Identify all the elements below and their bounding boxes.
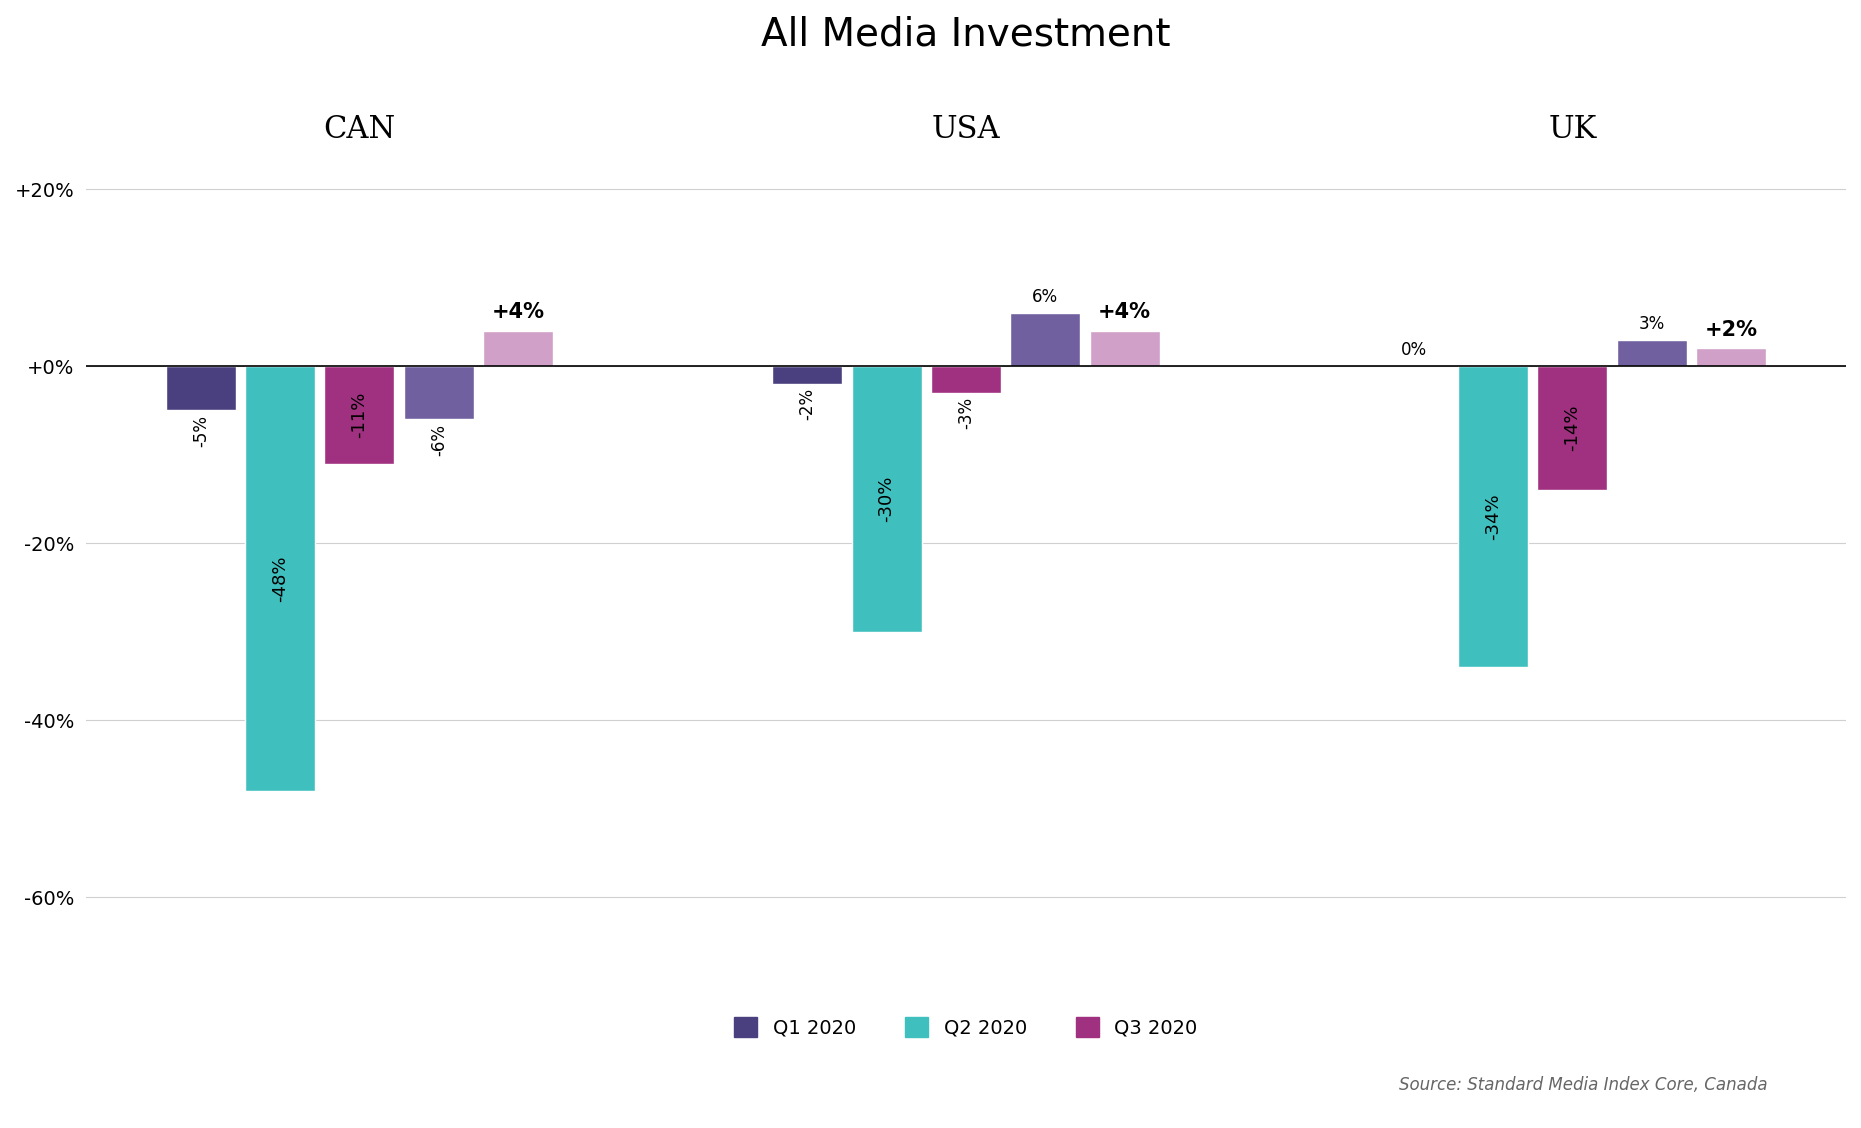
Text: UK: UK xyxy=(1548,114,1597,144)
Legend: Q1 2020, Q2 2020, Q3 2020: Q1 2020, Q2 2020, Q3 2020 xyxy=(726,1010,1206,1046)
Bar xyxy=(852,367,921,632)
Text: USA: USA xyxy=(932,114,999,144)
Bar xyxy=(1089,331,1159,367)
Text: -3%: -3% xyxy=(957,397,975,430)
Bar xyxy=(1459,367,1528,667)
Bar xyxy=(930,367,1001,393)
Bar xyxy=(166,367,236,411)
Text: -2%: -2% xyxy=(798,388,817,421)
Bar xyxy=(324,367,395,464)
Bar xyxy=(484,331,553,367)
Text: +4%: +4% xyxy=(491,302,545,321)
Text: -14%: -14% xyxy=(1563,405,1582,451)
Bar xyxy=(1617,340,1686,367)
Text: 0%: 0% xyxy=(1401,341,1427,359)
Bar xyxy=(1537,367,1608,490)
Title: All Media Investment: All Media Investment xyxy=(761,15,1171,53)
Bar xyxy=(1695,349,1766,367)
Text: -48%: -48% xyxy=(272,555,288,602)
Bar xyxy=(246,367,315,791)
Bar xyxy=(1011,314,1079,367)
Text: 6%: 6% xyxy=(1033,288,1059,306)
Text: -6%: -6% xyxy=(430,424,449,456)
Text: -30%: -30% xyxy=(878,476,895,522)
Text: +2%: +2% xyxy=(1705,319,1757,340)
Text: +4%: +4% xyxy=(1098,302,1152,321)
Text: -11%: -11% xyxy=(350,391,368,438)
Text: CAN: CAN xyxy=(324,114,396,144)
Bar xyxy=(772,367,843,384)
Text: Source: Standard Media Index Core, Canada: Source: Standard Media Index Core, Canad… xyxy=(1399,1076,1768,1094)
Bar xyxy=(404,367,475,420)
Text: -5%: -5% xyxy=(192,415,210,447)
Text: -34%: -34% xyxy=(1483,493,1502,540)
Text: 3%: 3% xyxy=(1638,315,1666,333)
